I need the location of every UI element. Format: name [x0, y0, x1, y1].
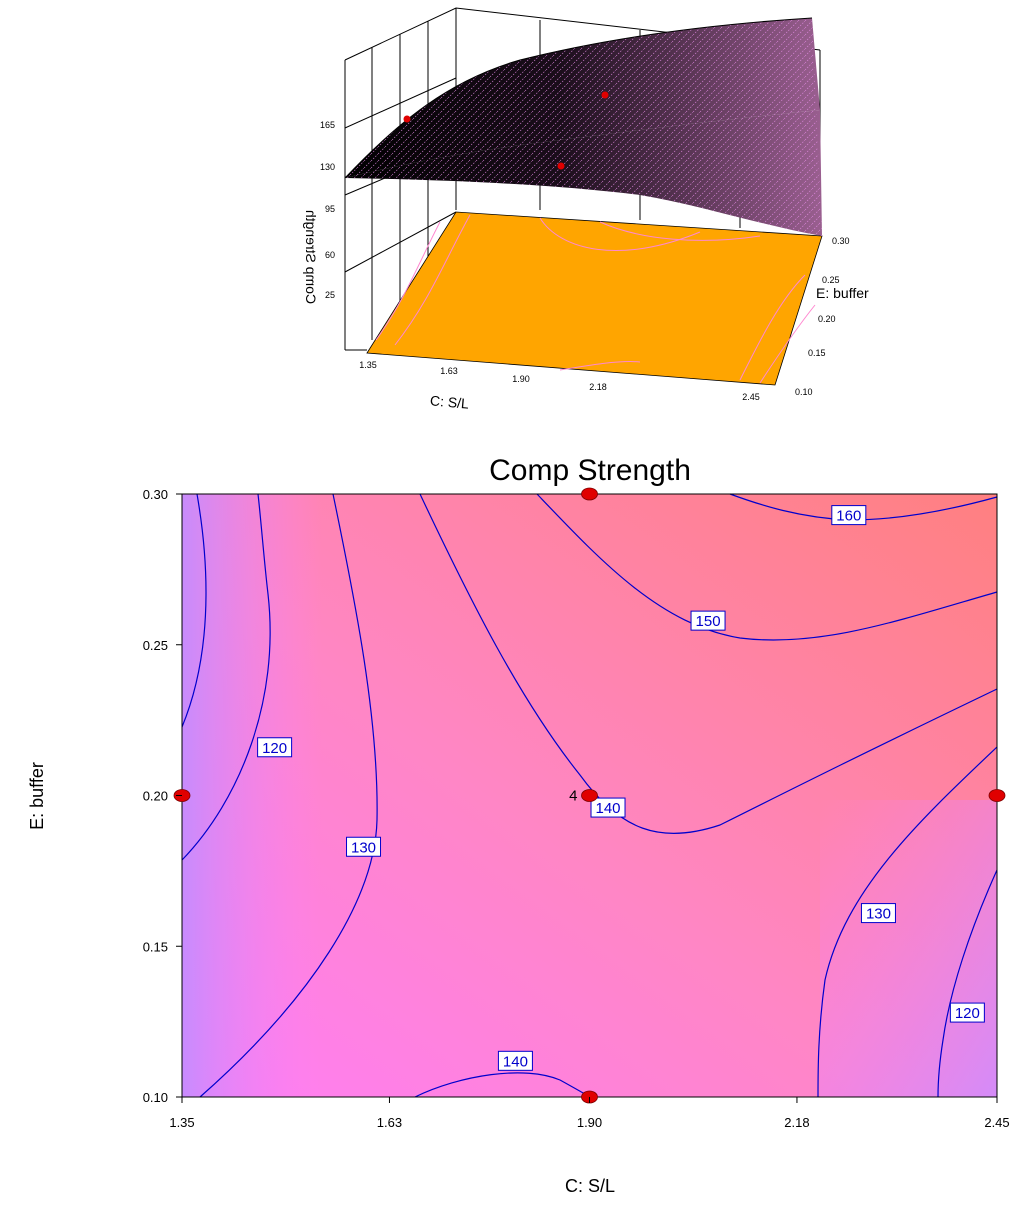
contour-label-box	[497, 1050, 533, 1071]
surface-3d-plot: 1.35 1.63 1.90 2.18 2.45 0.10 0.15 0.20 0.25 0.30…	[303, 7, 869, 412]
contour-label-box	[949, 1002, 985, 1023]
x-axis-ticks: 1.35 1.63 1.90 2.18 2.45	[169, 1097, 1010, 1130]
z3d-tick-label: 25	[325, 290, 335, 300]
3d-xlabel: C: S/L	[429, 392, 469, 411]
chart-title: Comp Strength	[489, 454, 691, 487]
3d-ylabel: E: buffer	[816, 285, 869, 301]
z3d-tick-label: 95	[325, 204, 335, 214]
3d-tick-labels: 1.35 1.63 1.90 2.18 2.45 0.10 0.15 0.20 0.25 0.30…	[320, 120, 850, 402]
y-axis-ticks: 0.10 0.15 0.20 0.25 0.30	[143, 487, 182, 1105]
x-tick-label: 1.63	[377, 1115, 402, 1130]
x-tick-label: 1.35	[169, 1115, 194, 1130]
y3d-tick-label: 0.25	[822, 275, 840, 285]
contour-label-box	[860, 903, 896, 924]
contour-label-box	[831, 505, 867, 526]
y-tick-label: 0.20	[143, 789, 168, 804]
contour-label-box	[690, 610, 726, 631]
design-point-count: 4	[569, 788, 577, 805]
3d-design-point	[601, 91, 609, 99]
contour-label: 150	[696, 613, 721, 630]
x3d-tick-label: 1.35	[359, 360, 377, 370]
3d-response-surface	[344, 17, 822, 236]
contour-plot: Comp Strength 160 150 120 130 140 130 120 140 4…	[27, 454, 1010, 1196]
x-tick-label: 2.45	[984, 1115, 1009, 1130]
3d-design-point	[557, 162, 565, 170]
z3d-tick-label: 60	[325, 250, 335, 260]
3d-zlabel: Comp Strength	[303, 210, 319, 304]
x-tick-label: 1.90	[577, 1115, 602, 1130]
contour-label-box	[590, 797, 626, 818]
contour-label: 120	[955, 1005, 980, 1022]
y-tick-label: 0.30	[143, 487, 168, 502]
y3d-tick-label: 0.20	[818, 314, 836, 324]
x3d-tick-label: 1.90	[512, 374, 530, 384]
y3d-tick-label: 0.30	[832, 236, 850, 246]
contour-label-box	[346, 836, 382, 857]
y-axis-label: E: buffer	[27, 762, 47, 830]
x3d-tick-label: 1.63	[440, 366, 458, 376]
contour-label: 160	[836, 508, 861, 525]
design-point	[988, 789, 1006, 802]
contour-label-box	[257, 737, 293, 758]
contour-label: 130	[351, 839, 376, 856]
y-tick-label: 0.15	[143, 939, 168, 954]
z3d-tick-label: 165	[320, 120, 335, 130]
contour-label: 140	[503, 1053, 528, 1070]
y3d-tick-label: 0.10	[795, 387, 813, 397]
y3d-tick-label: 0.15	[808, 348, 826, 358]
3d-floor-contour	[366, 211, 823, 386]
3d-design-point	[403, 115, 411, 123]
y-tick-label: 0.10	[143, 1090, 168, 1105]
design-point-group: 4	[173, 487, 1006, 1104]
contour-label: 140	[596, 800, 621, 817]
contour-lines	[181, 493, 998, 1098]
x3d-tick-label: 2.18	[589, 382, 607, 392]
contour-label-group: 160 150 120 130 140 130 120 140	[257, 505, 985, 1071]
y-tick-label: 0.25	[143, 638, 168, 653]
contour-label: 130	[866, 906, 891, 923]
x-axis-label: C: S/L	[565, 1176, 615, 1196]
design-point	[581, 789, 598, 802]
x3d-tick-label: 2.45	[742, 392, 760, 402]
contour-label: 120	[262, 740, 287, 757]
z3d-tick-label: 130	[320, 162, 335, 172]
design-point	[581, 487, 598, 501]
x-tick-label: 2.18	[784, 1115, 809, 1130]
